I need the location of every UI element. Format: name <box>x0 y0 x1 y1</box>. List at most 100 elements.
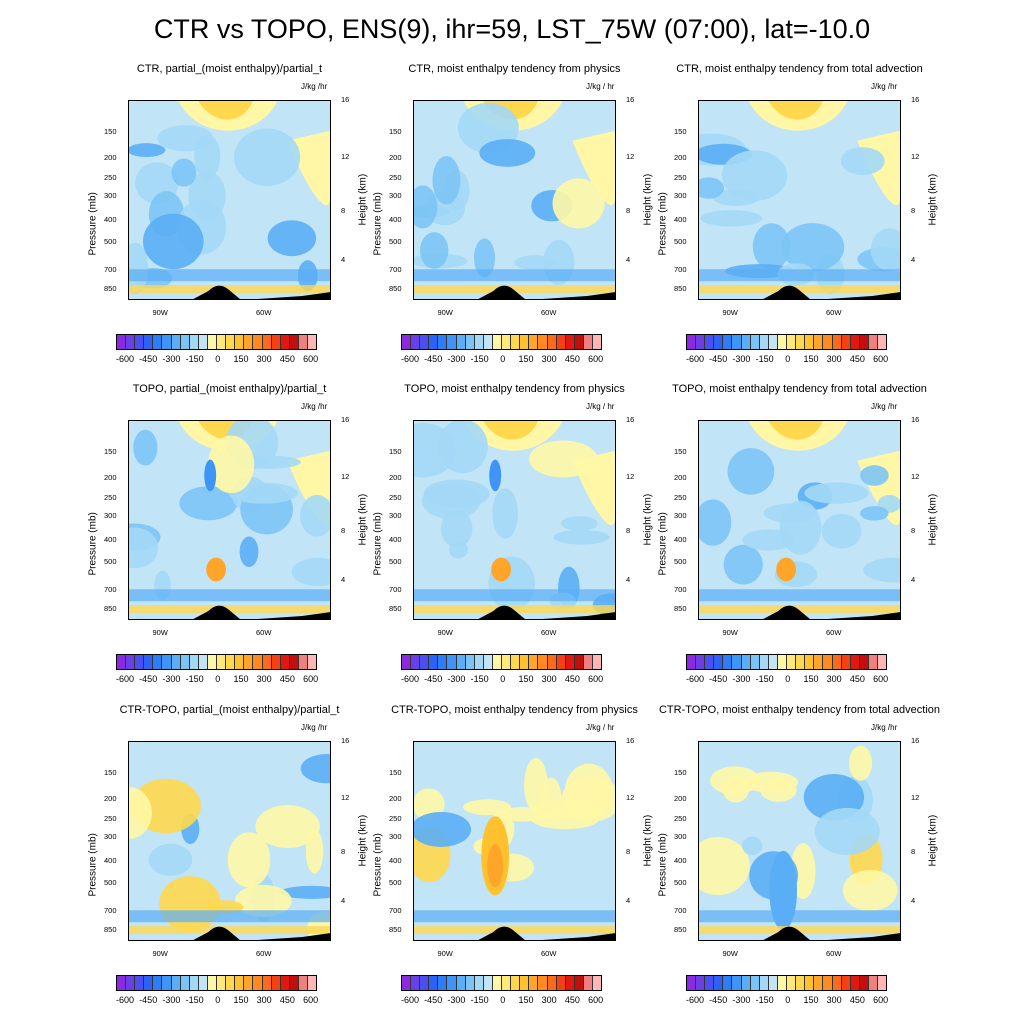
height-tick-label: 16 <box>911 415 920 424</box>
colorbar-swatch <box>402 335 412 349</box>
colorbar-swatch <box>126 976 136 990</box>
colorbar-label: -300 <box>162 995 181 1005</box>
colorbar-swatch <box>262 335 272 349</box>
pressure-tick-label: 500 <box>674 878 687 887</box>
pressure-tick-label: 200 <box>389 473 402 482</box>
colorbar-swatch <box>750 976 760 990</box>
x-tick-label: 60W <box>256 628 272 637</box>
colorbar-swatch <box>529 335 539 349</box>
colorbar-label: 300 <box>541 674 557 684</box>
colorbar-swatch <box>714 655 724 669</box>
topography-lowland <box>542 933 615 940</box>
colorbar-swatch <box>841 976 851 990</box>
contour-blob <box>860 506 889 521</box>
height-tick-label: 16 <box>626 95 635 104</box>
colorbar-swatch <box>198 976 208 990</box>
contour-blob <box>699 837 750 896</box>
contour-blob <box>208 435 255 494</box>
low-level-band <box>699 910 900 923</box>
contour-blob <box>227 832 271 888</box>
y-axis-label-pressure: Pressure (mb) <box>87 833 99 897</box>
colorbar-swatch <box>538 335 548 349</box>
colorbar-swatch <box>850 976 860 990</box>
pressure-tick-label: 250 <box>389 814 402 823</box>
colorbar-swatch <box>171 976 181 990</box>
pressure-tick-label: 200 <box>389 794 402 803</box>
surface-band <box>699 605 900 614</box>
colorbar-swatch <box>511 655 521 669</box>
colorbar-swatch <box>253 655 263 669</box>
contour-blob <box>423 479 490 509</box>
colorbar-swatch <box>868 976 878 990</box>
colorbar-swatch <box>207 976 218 990</box>
height-tick-label: 12 <box>626 472 635 481</box>
colorbar-swatch <box>244 335 254 349</box>
colorbar-label: -300 <box>447 354 466 364</box>
contour-blob <box>741 836 763 856</box>
colorbar-swatch <box>189 335 199 349</box>
pressure-tick-label: 300 <box>674 511 687 520</box>
colorbar-swatch <box>759 976 769 990</box>
x-tick-label: 90W <box>152 949 168 958</box>
colorbar-label: 300 <box>826 995 842 1005</box>
colorbar-swatch <box>289 655 299 669</box>
colorbar-swatch <box>859 655 869 669</box>
colorbar-swatch <box>850 655 860 669</box>
height-tick-label: 4 <box>341 575 346 584</box>
pressure-tick-label: 300 <box>104 832 117 841</box>
colorbar-swatch <box>796 335 806 349</box>
colorbar-swatch <box>768 655 778 669</box>
height-tick-label: 12 <box>911 152 920 161</box>
colorbar-label: -300 <box>732 674 751 684</box>
colorbar <box>401 975 602 991</box>
colorbar-label: 150 <box>518 354 534 364</box>
y-axis-label-height: Height (km) <box>642 814 654 867</box>
colorbar-label: -150 <box>470 674 489 684</box>
pressure-tick-label: 250 <box>104 493 117 502</box>
colorbar-label: -600 <box>400 995 420 1005</box>
pressure-tick-label: 500 <box>674 557 687 566</box>
x-tick-label: 90W <box>722 308 738 317</box>
contour-blob <box>723 544 763 585</box>
y-axis-label-pressure: Pressure (mb) <box>372 192 384 256</box>
contour-blob <box>133 429 158 466</box>
colorbar-swatch <box>592 976 602 990</box>
pressure-tick-label: 400 <box>674 856 687 865</box>
colorbar-label: -450 <box>139 674 158 684</box>
contour-blob <box>727 448 775 495</box>
colorbar-label: 600 <box>588 995 604 1005</box>
colorbar-swatch <box>574 335 584 349</box>
colorbar-swatch <box>298 655 308 669</box>
pressure-tick-label: 150 <box>389 447 402 456</box>
height-tick-label: 12 <box>626 793 635 802</box>
colorbar-swatch <box>492 976 503 990</box>
panel-title: TOPO, partial_(moist enthalpy)/partial_t <box>132 383 327 395</box>
height-tick-label: 8 <box>911 206 916 215</box>
pressure-tick-label: 200 <box>674 473 687 482</box>
colorbar-swatch <box>253 976 263 990</box>
pressure-tick-label: 200 <box>104 473 117 482</box>
colorbar-swatch <box>750 655 760 669</box>
colorbar-label: -450 <box>709 354 728 364</box>
colorbar-swatch <box>262 976 272 990</box>
pressure-tick-label: 150 <box>674 768 687 777</box>
colorbar-swatch <box>877 335 887 349</box>
height-tick-label: 12 <box>341 472 350 481</box>
panel-title: CTR-TOPO, moist enthalpy tendency from p… <box>391 704 638 716</box>
colorbar-swatch <box>583 976 593 990</box>
contour-field <box>699 101 900 299</box>
colorbar-label: 450 <box>279 354 295 364</box>
colorbar-swatch <box>447 976 457 990</box>
colorbar-swatch <box>841 335 851 349</box>
positive-core <box>206 557 227 582</box>
colorbar-swatch <box>723 335 733 349</box>
colorbar-swatch <box>741 335 751 349</box>
pressure-tick-label: 500 <box>674 237 687 246</box>
topography-lowland <box>542 292 615 299</box>
colorbar-swatch <box>465 335 475 349</box>
colorbar-swatch <box>420 335 430 349</box>
pressure-tick-label: 400 <box>389 215 402 224</box>
contour-blob <box>721 150 788 201</box>
topography-lowland <box>827 292 900 299</box>
units-label: J/kg /hr <box>301 723 328 732</box>
